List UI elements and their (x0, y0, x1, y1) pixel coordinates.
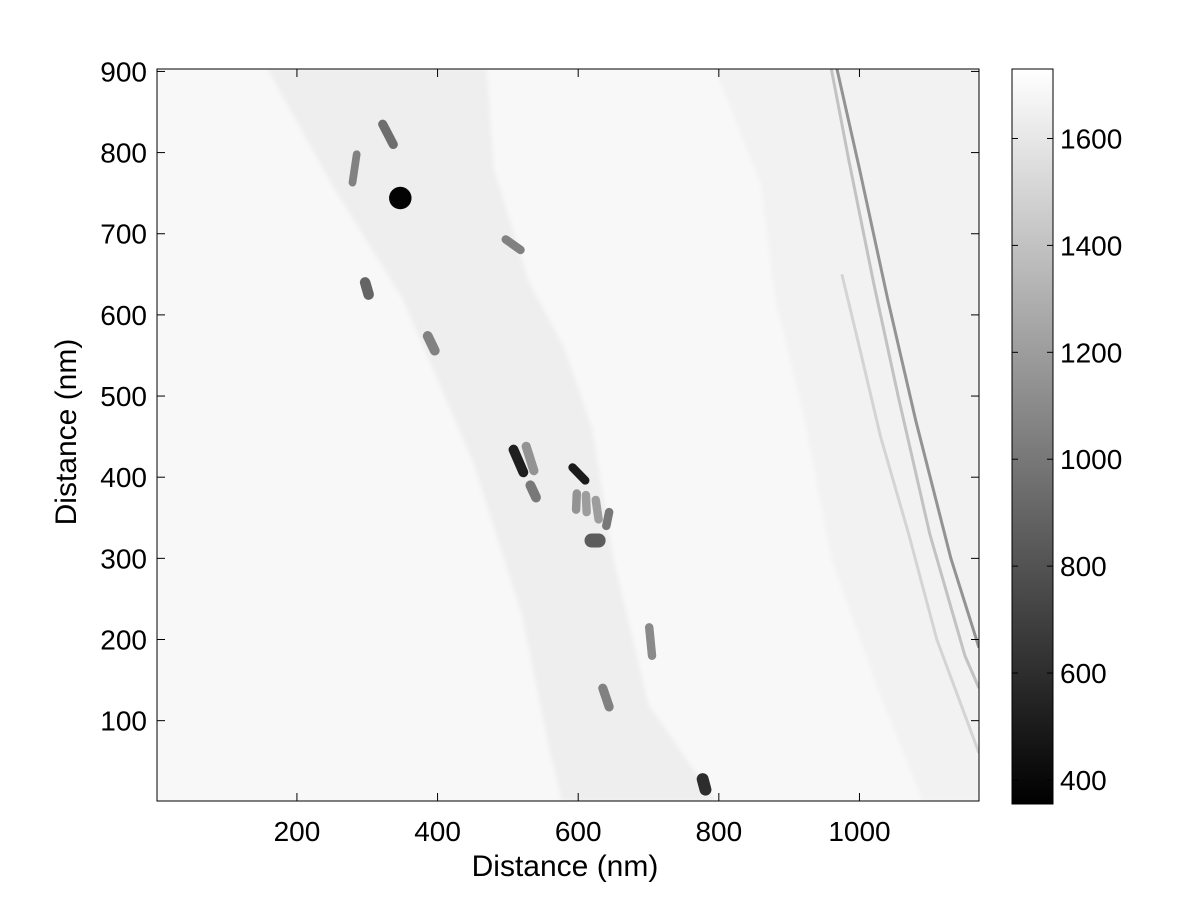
y-axis-label: Distance (nm) (50, 339, 83, 526)
colorbar-tick-label: 600 (1060, 658, 1107, 689)
x-tick-label: 800 (695, 816, 742, 847)
nanorod-9 (568, 463, 590, 485)
nanorod-17 (696, 773, 712, 796)
nanorod-6 (508, 444, 529, 478)
colorbar-tick-label: 800 (1060, 551, 1107, 582)
nanorod-5 (422, 331, 440, 356)
y-tick-label: 700 (100, 219, 147, 250)
x-tick-label: 1000 (828, 816, 890, 847)
y-tick-label: 200 (100, 625, 147, 656)
nanorod-7 (521, 441, 539, 476)
colorbar-tick-label: 1400 (1060, 230, 1122, 261)
heatmap-image (157, 69, 979, 801)
nanoparticle-dot (389, 186, 412, 210)
nanorod-4 (359, 277, 374, 300)
colorbar-gradient (1011, 68, 1054, 805)
nanorod-11 (581, 490, 591, 517)
y-tick-label: 500 (100, 381, 147, 412)
nanorod-15 (644, 623, 657, 660)
colorbar-ticks: 400 600 800 1000 1200 1400 1600 (1012, 123, 1122, 796)
nanorod-10 (571, 489, 582, 514)
colorbar-tick-label: 1200 (1060, 337, 1122, 368)
feature-layer (267, 69, 979, 801)
nanorod-2 (348, 150, 361, 187)
nanorod-3 (501, 235, 525, 255)
colorbar: 400 600 800 1000 1200 1400 1600 (1011, 68, 1122, 805)
x-axis-ticks: 200 400 600 800 1000 (274, 69, 891, 847)
colorbar-tick-label: 1600 (1060, 123, 1122, 154)
colorbar-tick-label: 400 (1060, 765, 1107, 796)
y-tick-label: 400 (100, 462, 147, 493)
x-tick-label: 200 (274, 816, 321, 847)
x-axis-label: Distance (nm) (472, 850, 659, 883)
colorbar-tick-label: 1000 (1060, 444, 1122, 475)
y-tick-label: 100 (100, 706, 147, 737)
strip-region-0 (267, 69, 716, 801)
y-tick-label: 300 (100, 543, 147, 574)
nanorod-16 (598, 683, 614, 712)
nanorod-12 (591, 495, 603, 524)
y-tick-label: 800 (100, 138, 147, 169)
y-tick-label: 900 (100, 56, 147, 87)
y-tick-label: 600 (100, 300, 147, 331)
y-axis-ticks: 100 200 300 400 500 600 700 800 900 (100, 56, 979, 737)
edge-line-3 (829, 69, 979, 689)
edge-line-4 (840, 273, 979, 754)
strip-region-1 (715, 69, 979, 801)
nanorod-8 (525, 480, 541, 503)
x-tick-label: 600 (555, 816, 602, 847)
nanorod-13 (602, 507, 614, 531)
plot-frame (156, 68, 980, 802)
x-tick-label: 400 (414, 816, 461, 847)
nanorod-1 (378, 119, 398, 150)
edge-line-2 (835, 69, 979, 649)
